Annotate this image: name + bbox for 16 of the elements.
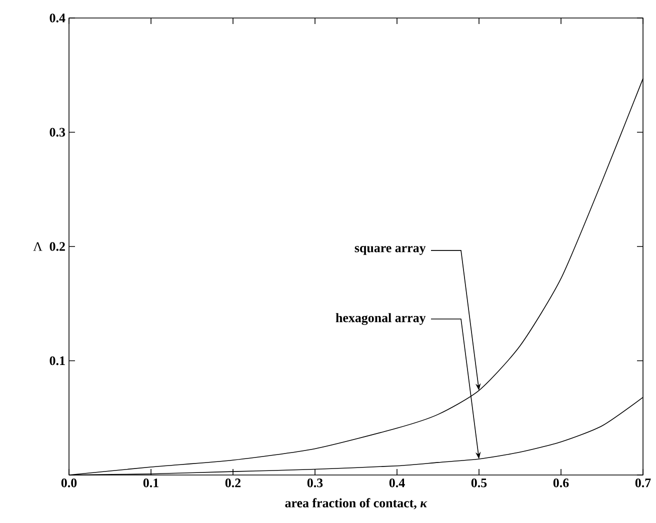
x-tick-label: 0.6 xyxy=(553,478,569,488)
y-tick-label: 0.3 xyxy=(50,128,66,137)
x-axis-title: area fraction of contact, κ xyxy=(285,498,428,510)
y-tick-label: 0.1 xyxy=(50,356,65,366)
x-tick-label: 0.2 xyxy=(225,478,241,488)
x-tick-label: 0.4 xyxy=(389,478,405,488)
y-tick-label: 0.2 xyxy=(50,242,65,251)
x-tick-label: 0.5 xyxy=(471,478,487,488)
annotation: square array xyxy=(354,246,426,255)
x-tick-label: 0.1 xyxy=(143,478,158,488)
x-tick-label: 0.7 xyxy=(635,478,651,488)
x-tick-label: 0.3 xyxy=(307,478,323,488)
annotation: hexagonal array xyxy=(336,313,426,325)
y-tick-label: 0.4 xyxy=(50,14,66,22)
x-tick-label: 0.0 xyxy=(61,478,77,488)
y-axis-title: Λ xyxy=(33,242,42,251)
